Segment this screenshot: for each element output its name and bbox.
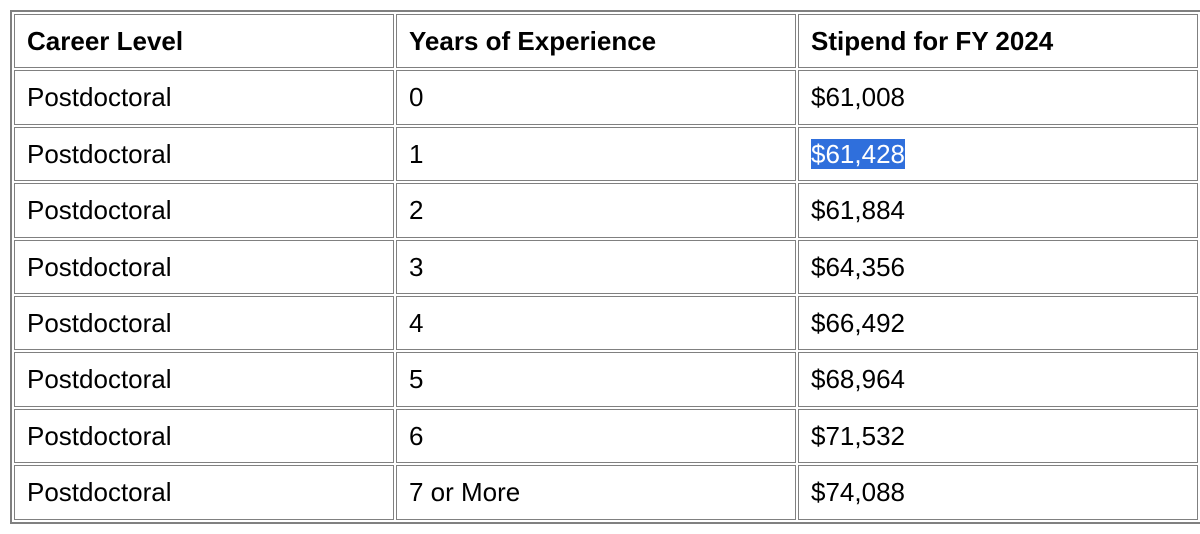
table-cell: $71,532	[798, 409, 1198, 463]
table-row: Postdoctoral4$66,492	[14, 296, 1198, 350]
table-cell: Postdoctoral	[14, 296, 394, 350]
table-body: Postdoctoral0$61,008Postdoctoral1$61,428…	[14, 70, 1198, 519]
table-cell: 1	[396, 127, 796, 181]
table-cell: $68,964	[798, 352, 1198, 406]
table-cell: $64,356	[798, 240, 1198, 294]
table-cell: 3	[396, 240, 796, 294]
col-header-years: Years of Experience	[396, 14, 796, 68]
table-cell: $66,492	[798, 296, 1198, 350]
table-cell: $61,884	[798, 183, 1198, 237]
table-cell: Postdoctoral	[14, 70, 394, 124]
table-row: Postdoctoral3$64,356	[14, 240, 1198, 294]
table-cell: 5	[396, 352, 796, 406]
table-cell: Postdoctoral	[14, 409, 394, 463]
table-cell: 0	[396, 70, 796, 124]
table-cell: $61,008	[798, 70, 1198, 124]
table-row: Postdoctoral0$61,008	[14, 70, 1198, 124]
col-header-stipend: Stipend for FY 2024	[798, 14, 1198, 68]
table-row: Postdoctoral2$61,884	[14, 183, 1198, 237]
table-cell: 4	[396, 296, 796, 350]
table-row: Postdoctoral1 $61,428	[14, 127, 1198, 181]
table-cell: Postdoctoral	[14, 465, 394, 519]
table-cell: $61,428	[798, 127, 1198, 181]
table-cell: Postdoctoral	[14, 183, 394, 237]
table-cell: 2	[396, 183, 796, 237]
table-cell: 7 or More	[396, 465, 796, 519]
stipend-table: Career Level Years of Experience Stipend…	[10, 10, 1200, 524]
table-cell: Postdoctoral	[14, 352, 394, 406]
table-cell: Postdoctoral	[14, 127, 394, 181]
table-cell: Postdoctoral	[14, 240, 394, 294]
table-row: Postdoctoral6$71,532	[14, 409, 1198, 463]
selected-text: $61,428	[811, 139, 905, 169]
table-header-row: Career Level Years of Experience Stipend…	[14, 14, 1198, 68]
table-cell: 6	[396, 409, 796, 463]
table-cell: $74,088	[798, 465, 1198, 519]
table-row: Postdoctoral5$68,964	[14, 352, 1198, 406]
table-row: Postdoctoral7 or More$74,088	[14, 465, 1198, 519]
col-header-career-level: Career Level	[14, 14, 394, 68]
